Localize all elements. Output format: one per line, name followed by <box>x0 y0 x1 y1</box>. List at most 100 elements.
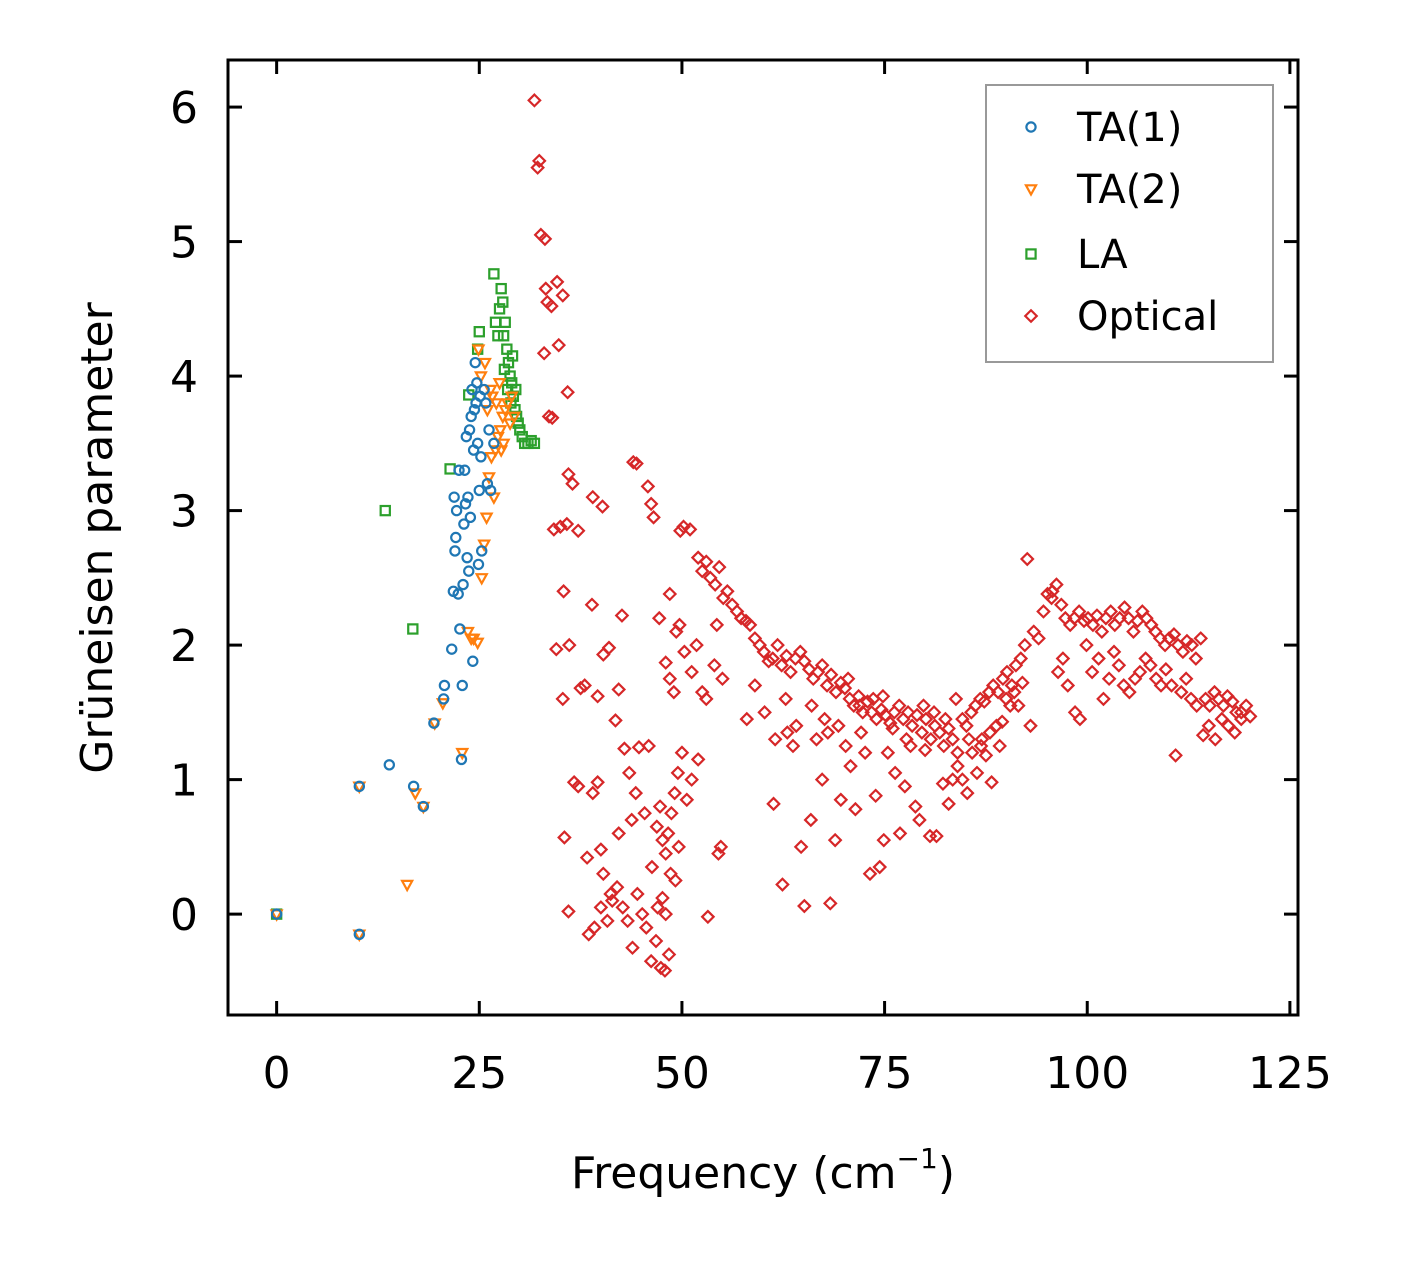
data-point <box>634 906 650 922</box>
data-point <box>679 792 695 808</box>
data-point <box>565 476 580 492</box>
data-point <box>648 933 664 949</box>
data-point <box>1036 604 1051 619</box>
data-point <box>961 731 977 747</box>
data-point <box>1227 725 1243 740</box>
data-point <box>383 759 396 771</box>
data-point <box>945 731 960 747</box>
data-point <box>1031 631 1046 646</box>
data-point <box>555 691 571 707</box>
data-point <box>1193 631 1209 646</box>
data-point <box>990 684 1006 700</box>
data-point <box>1103 604 1119 619</box>
data-point <box>559 516 575 532</box>
data-point <box>698 554 714 570</box>
data-point <box>1085 617 1101 633</box>
data-point <box>1188 651 1204 666</box>
data-point <box>779 648 794 664</box>
data-point <box>503 418 518 431</box>
data-point <box>461 626 475 640</box>
data-point <box>651 610 667 626</box>
data-point <box>1164 678 1179 693</box>
data-point <box>973 738 989 754</box>
data-point <box>994 714 1010 730</box>
data-point <box>590 774 605 790</box>
data-point <box>472 558 485 571</box>
data-point <box>739 711 755 727</box>
data-point <box>463 424 476 436</box>
data-point <box>1053 597 1069 613</box>
data-point <box>897 779 913 794</box>
data-point <box>964 745 980 761</box>
data-point <box>792 644 808 660</box>
data-point <box>918 711 934 727</box>
data-point <box>551 337 567 353</box>
data-point <box>837 680 853 696</box>
x-axis-title-exponent: −1 <box>897 1142 938 1175</box>
data-point <box>417 800 430 813</box>
data-point <box>604 893 620 908</box>
data-point <box>637 805 652 821</box>
data-point <box>1006 684 1022 700</box>
data-point <box>700 909 716 925</box>
data-point <box>531 153 547 169</box>
data-point <box>891 698 907 713</box>
data-point <box>561 466 576 482</box>
data-point <box>984 774 999 790</box>
data-point <box>469 356 481 369</box>
data-point <box>820 725 836 740</box>
data-point <box>1153 678 1169 693</box>
data-point <box>1161 631 1177 646</box>
y-tick-label: 3 <box>170 487 198 538</box>
data-point <box>698 691 714 707</box>
data-point <box>482 472 496 485</box>
data-point <box>793 839 809 855</box>
data-point <box>1111 657 1127 673</box>
data-point <box>353 780 366 793</box>
data-point <box>478 357 492 371</box>
data-point <box>831 718 846 734</box>
data-point <box>454 623 466 635</box>
y-tick-label: 1 <box>170 756 198 807</box>
data-point <box>819 678 835 693</box>
data-point <box>892 826 908 841</box>
data-point <box>1060 678 1076 693</box>
data-point <box>544 298 559 314</box>
data-point <box>450 504 463 517</box>
data-point <box>959 785 975 801</box>
data-point <box>556 583 571 599</box>
data-point <box>876 832 892 848</box>
data-point <box>407 780 420 793</box>
data-point <box>608 713 623 728</box>
data-point <box>1201 718 1217 734</box>
data-point <box>887 765 903 781</box>
data-point <box>450 531 462 544</box>
data-point <box>1189 698 1204 713</box>
data-point <box>455 747 470 761</box>
data-point <box>843 758 858 774</box>
data-point <box>577 678 592 693</box>
data-point <box>666 684 682 700</box>
data-point <box>916 698 931 713</box>
data-point <box>747 678 763 693</box>
data-point <box>756 644 772 660</box>
data-point <box>804 698 819 713</box>
data-point <box>945 772 960 787</box>
data-point <box>809 731 824 747</box>
legend-label-ta1: TA(1) <box>1076 105 1182 151</box>
data-point <box>657 963 673 978</box>
data-point <box>978 748 994 763</box>
data-point <box>471 437 484 450</box>
data-point <box>1175 644 1191 660</box>
data-point <box>449 545 461 557</box>
x-tick-label: 25 <box>451 1048 507 1099</box>
data-point <box>950 745 965 761</box>
data-point <box>489 398 504 411</box>
data-point <box>689 637 704 653</box>
data-point <box>899 731 914 747</box>
data-point <box>709 617 725 633</box>
data-point <box>852 698 867 713</box>
data-point <box>561 637 577 653</box>
y-tick-label: 6 <box>170 83 198 134</box>
data-point <box>690 550 706 565</box>
